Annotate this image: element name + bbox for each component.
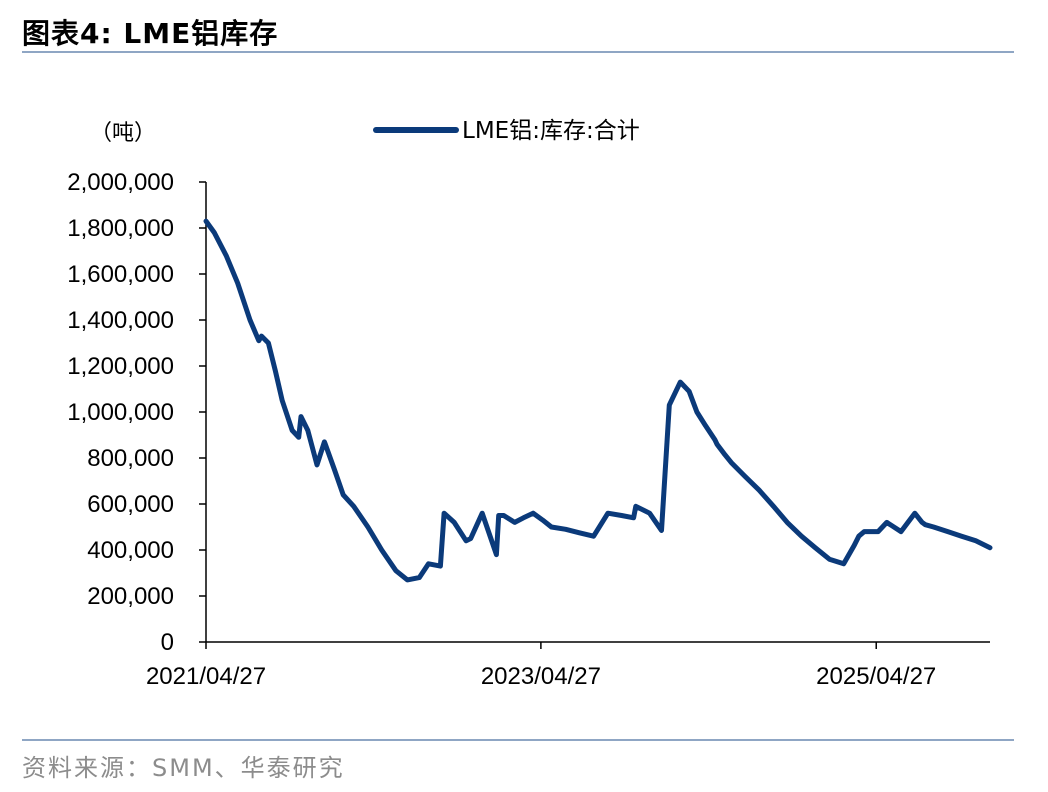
y-tick-label: 600,000 [87,491,174,518]
source-note: 资料来源：SMM、华泰研究 [22,754,345,782]
legend: LME铝:库存:合计 [373,118,640,144]
y-tick-label: 800,000 [87,445,174,472]
figure-title: 图表4: LME铝库存 [22,17,279,50]
y-tick-label: 0 [161,629,174,656]
bottom-divider [22,739,1014,741]
x-tick-label: 2021/04/27 [146,663,266,690]
y-tick-label: 1,800,000 [67,215,174,242]
top-divider [22,51,1014,53]
y-tick-label: 200,000 [87,583,174,610]
y-tick-label: 1,000,000 [67,399,174,426]
chart-ticks: 0 200,000 400,000 600,000 800,000 1,000,000 1,… [67,169,936,690]
x-tick-label: 2023/04/27 [481,663,601,690]
y-tick-label: 2,000,000 [67,169,174,196]
y-tick-label: 1,600,000 [67,261,174,288]
chart-axes [205,182,990,643]
chart-series [203,218,993,583]
y-axis-unit-label: （吨） [90,121,156,146]
y-tick-label: 1,400,000 [67,307,174,334]
legend-label: LME铝:库存:合计 [462,118,640,144]
y-tick-label: 400,000 [87,537,174,564]
series-line [203,218,993,583]
x-tick-label: 2025/04/27 [816,663,936,690]
y-tick-label: 1,200,000 [67,353,174,380]
